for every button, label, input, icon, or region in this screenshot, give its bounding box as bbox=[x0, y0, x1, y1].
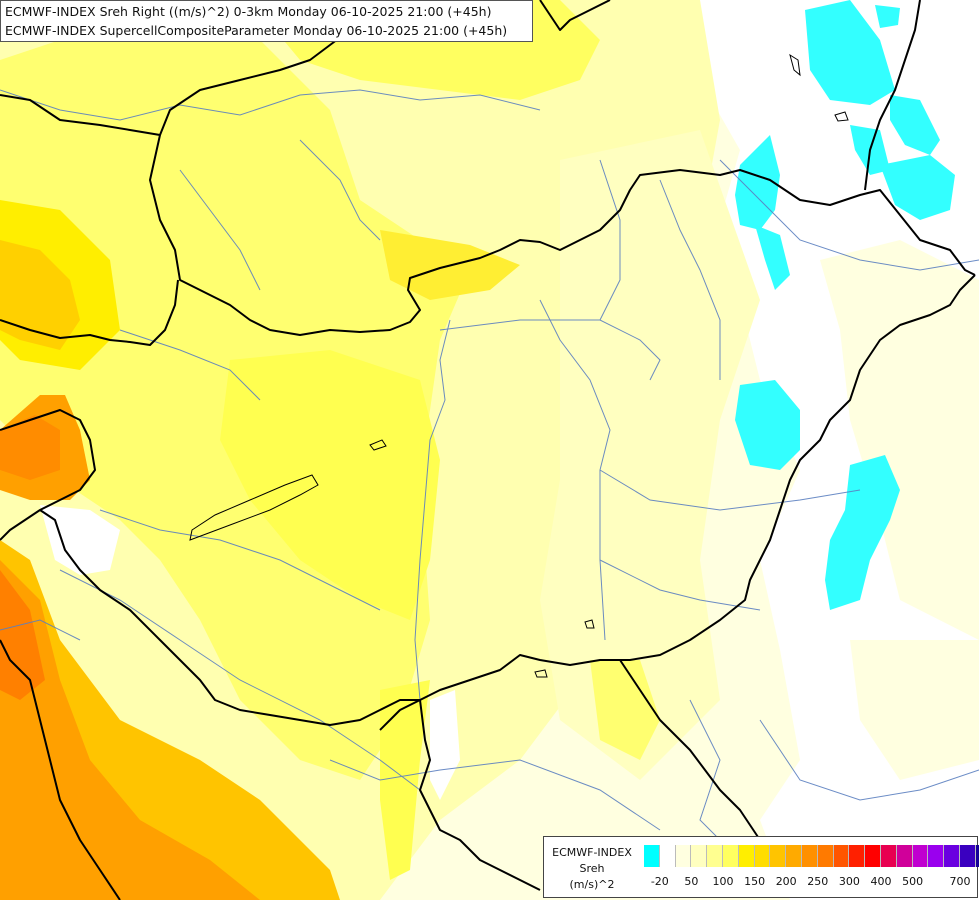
legend-tick-label: 150 bbox=[744, 875, 766, 888]
color-scale-legend: ECMWF-INDEX Sreh (m/s)^2 -20 50 100 150 200 2… bbox=[543, 836, 979, 898]
legend-tick-label: -20 bbox=[650, 875, 669, 888]
sreh-field-yellow-south bbox=[380, 680, 430, 880]
sreh-field-white-strip bbox=[430, 690, 460, 800]
legend-unit: (m/s)^2 bbox=[569, 878, 615, 891]
cyan-patch-east-3 bbox=[735, 380, 800, 470]
legend-tick-label: 500 bbox=[902, 875, 924, 888]
legend-ticks: -20 50 100 150 200 250 300 400 500 700 bbox=[644, 875, 979, 889]
legend-tick-label: 300 bbox=[838, 875, 860, 888]
sreh-field-pale-east bbox=[820, 240, 979, 640]
legend-swatch bbox=[675, 845, 692, 867]
legend-tick-label: 700 bbox=[949, 875, 971, 888]
legend-swatch bbox=[770, 845, 787, 867]
legend-swatch bbox=[707, 845, 723, 867]
cyan-patch-east-1 bbox=[735, 135, 780, 230]
legend-swatch bbox=[786, 845, 802, 867]
legend-variable: Sreh bbox=[579, 862, 605, 875]
sreh-field-white-pocket bbox=[40, 505, 120, 575]
sreh-field-light-yellow-east bbox=[540, 130, 760, 780]
legend-swatch bbox=[754, 845, 771, 867]
legend-swatches bbox=[644, 845, 979, 867]
legend-swatch bbox=[928, 845, 945, 867]
legend-swatch bbox=[896, 845, 913, 867]
legend-swatch bbox=[801, 845, 818, 867]
legend-tick-label: 200 bbox=[775, 875, 797, 888]
sreh-field-yellow-south2 bbox=[590, 660, 660, 760]
legend-swatch bbox=[912, 845, 929, 867]
legend-swatch bbox=[975, 845, 979, 867]
legend-swatch bbox=[880, 845, 897, 867]
legend-tick-label: 100 bbox=[712, 875, 734, 888]
legend-swatch bbox=[944, 845, 960, 867]
legend-swatch bbox=[722, 845, 739, 867]
legend-swatch bbox=[865, 845, 881, 867]
sreh-field-yellow-ridge bbox=[220, 350, 440, 620]
legend-swatch bbox=[738, 845, 755, 867]
cyan-patch-northeast-2 bbox=[875, 5, 900, 28]
legend-swatch bbox=[849, 845, 866, 867]
lakes bbox=[189, 53, 849, 678]
sreh-field-orange-west-inner bbox=[0, 415, 60, 480]
legend-swatch bbox=[659, 845, 676, 867]
cyan-patch-northeast-1 bbox=[805, 0, 895, 105]
map-title-line-1: ECMWF-INDEX Sreh Right ((m/s)^2) 0-3km M… bbox=[5, 4, 492, 19]
cyan-patch-northeast-3 bbox=[890, 95, 940, 155]
sreh-field-gold-west bbox=[0, 240, 80, 350]
legend-tick-label: 400 bbox=[870, 875, 892, 888]
legend-title: ECMWF-INDEX bbox=[552, 846, 632, 859]
map-title-box: ECMWF-INDEX Sreh Right ((m/s)^2) 0-3km M… bbox=[0, 0, 533, 42]
sreh-field-orange-southwest bbox=[0, 560, 260, 900]
sreh-field-orange-southwest-inner bbox=[0, 570, 45, 700]
map-title-line-2: ECMWF-INDEX SupercellCompositeParameter … bbox=[5, 23, 508, 38]
legend-swatch bbox=[691, 845, 708, 867]
legend-tick-label: 50 bbox=[684, 875, 699, 888]
legend-swatch bbox=[644, 845, 660, 867]
legend-swatch bbox=[817, 845, 834, 867]
legend-swatch bbox=[833, 845, 850, 867]
cyan-patch-east-4 bbox=[825, 455, 900, 610]
cyan-patch-east-2 bbox=[755, 225, 790, 290]
legend-swatch bbox=[959, 845, 976, 867]
sreh-field-pale-southeast bbox=[850, 640, 979, 780]
rivers bbox=[0, 89, 979, 861]
cyan-patch-northeast-5 bbox=[880, 155, 955, 220]
legend-tick-label: 250 bbox=[807, 875, 829, 888]
